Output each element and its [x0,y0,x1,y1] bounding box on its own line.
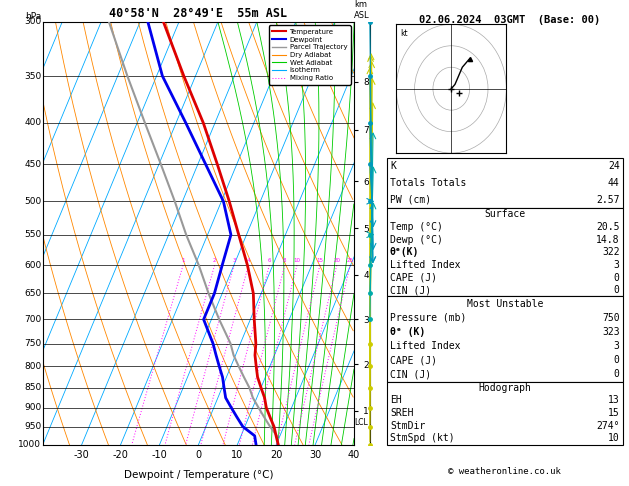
Text: 15: 15 [608,408,620,418]
Text: 24: 24 [608,161,620,171]
Text: Dewpoint / Temperature (°C): Dewpoint / Temperature (°C) [124,470,273,480]
Text: 20.5: 20.5 [596,222,620,232]
Text: Pressure (mb): Pressure (mb) [390,312,466,323]
Text: Temp (°C): Temp (°C) [390,222,443,232]
Text: 20: 20 [333,258,340,263]
Text: Dewp (°C): Dewp (°C) [390,235,443,244]
Text: StmSpd (kt): StmSpd (kt) [390,434,455,443]
Text: 15: 15 [316,258,323,263]
Text: 40°58'N  28°49'E  55m ASL: 40°58'N 28°49'E 55m ASL [109,7,287,20]
Text: EH: EH [390,396,402,405]
Text: 8: 8 [283,258,286,263]
Text: CAPE (J): CAPE (J) [390,273,437,282]
Text: 2: 2 [213,258,216,263]
Text: CIN (J): CIN (J) [390,369,431,380]
Text: CIN (J): CIN (J) [390,285,431,295]
Text: Lifted Index: Lifted Index [390,260,460,270]
Text: 02.06.2024  03GMT  (Base: 00): 02.06.2024 03GMT (Base: 00) [419,15,600,25]
Text: 25: 25 [347,258,353,263]
Text: 13: 13 [608,396,620,405]
Text: 1000: 1000 [18,440,42,449]
Text: 3: 3 [232,258,236,263]
Text: 0: 0 [614,285,620,295]
Text: -30: -30 [74,450,89,460]
Text: Surface: Surface [484,209,525,219]
Text: CAPE (J): CAPE (J) [390,355,437,365]
Text: 2.57: 2.57 [596,195,620,205]
Text: 0: 0 [614,273,620,282]
Text: 450: 450 [24,160,42,169]
Text: 600: 600 [24,261,42,270]
Text: 40: 40 [348,450,360,460]
Text: 1: 1 [181,258,185,263]
Text: 10: 10 [231,450,243,460]
Text: 0: 0 [614,355,620,365]
Text: 850: 850 [24,383,42,392]
Text: K: K [390,161,396,171]
Text: -10: -10 [152,450,167,460]
Text: 750: 750 [24,339,42,348]
Text: θᵉ(K): θᵉ(K) [390,247,420,257]
Text: 700: 700 [24,315,42,324]
Text: LCL: LCL [355,418,369,428]
Text: SREH: SREH [390,408,413,418]
Text: 650: 650 [24,289,42,298]
Text: 400: 400 [24,119,42,127]
Text: © weatheronline.co.uk: © weatheronline.co.uk [448,467,561,476]
Text: 750: 750 [602,312,620,323]
Text: 0: 0 [196,450,201,460]
Text: 300: 300 [24,17,42,26]
Text: 30: 30 [309,450,321,460]
Text: 322: 322 [602,247,620,257]
Text: 6: 6 [267,258,271,263]
Text: 323: 323 [602,327,620,337]
Text: kt: kt [400,29,408,37]
Text: Hodograph: Hodograph [478,383,532,393]
Text: 10: 10 [608,434,620,443]
Text: PW (cm): PW (cm) [390,195,431,205]
Text: km
ASL: km ASL [354,0,370,20]
Text: 900: 900 [24,403,42,412]
Text: 274°: 274° [596,421,620,431]
Text: θᵉ (K): θᵉ (K) [390,327,425,337]
Text: 10: 10 [294,258,301,263]
Text: 3: 3 [614,260,620,270]
Text: 20: 20 [270,450,282,460]
Text: 350: 350 [24,71,42,81]
Text: 14.8: 14.8 [596,235,620,244]
Text: hPa: hPa [25,12,42,20]
Text: 500: 500 [24,197,42,206]
Text: Most Unstable: Most Unstable [467,298,543,309]
Text: 4: 4 [247,258,250,263]
Text: 0: 0 [614,369,620,380]
Text: -20: -20 [113,450,128,460]
Text: 800: 800 [24,362,42,371]
Text: 550: 550 [24,230,42,239]
Text: 44: 44 [608,178,620,188]
Text: StmDir: StmDir [390,421,425,431]
Text: Lifted Index: Lifted Index [390,341,460,351]
Text: 3: 3 [614,341,620,351]
Text: 950: 950 [24,422,42,431]
Text: Totals Totals: Totals Totals [390,178,466,188]
Legend: Temperature, Dewpoint, Parcel Trajectory, Dry Adiabat, Wet Adiabat, Isotherm, Mi: Temperature, Dewpoint, Parcel Trajectory… [269,25,350,85]
